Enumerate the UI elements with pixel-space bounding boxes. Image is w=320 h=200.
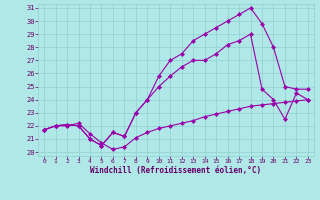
X-axis label: Windchill (Refroidissement éolien,°C): Windchill (Refroidissement éolien,°C) xyxy=(91,166,261,175)
